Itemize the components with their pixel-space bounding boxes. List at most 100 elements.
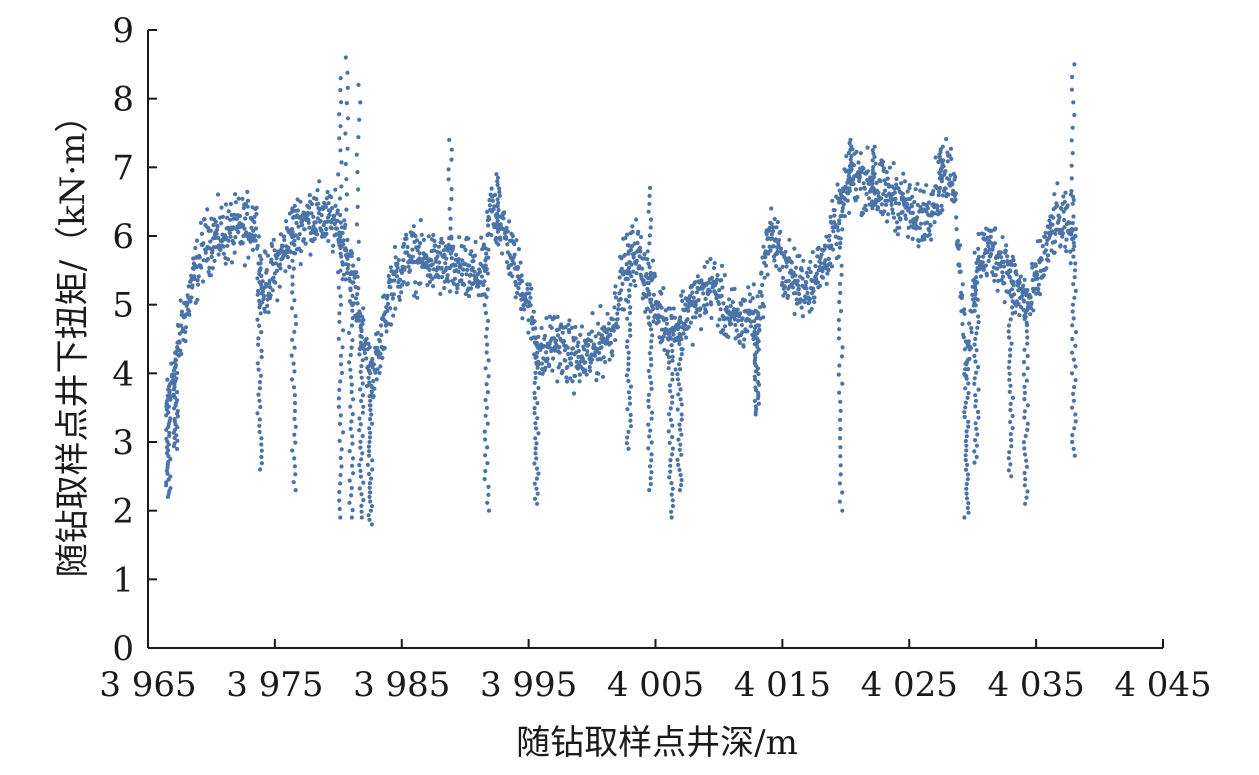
data-point [528,295,533,300]
data-point [436,244,441,249]
data-point [1009,444,1014,449]
data-point [290,448,295,453]
data-point [1000,270,1005,275]
data-point [426,234,431,239]
data-point [669,343,674,348]
data-point [539,361,545,366]
data-point [844,154,849,159]
data-point [1072,385,1077,390]
data-point [565,345,570,350]
data-point [555,379,560,384]
data-point [827,233,832,238]
data-point [533,446,538,451]
data-point [680,289,686,294]
data-point [940,193,946,198]
data-point [230,225,236,230]
data-point [502,210,507,215]
data-point [485,342,490,347]
data-point [647,434,652,439]
data-point [840,227,845,232]
data-point [535,501,540,506]
x-tick-label: 3 975 [226,665,323,705]
data-point [370,458,375,463]
data-point [447,137,452,142]
data-point [645,280,650,286]
data-point [397,297,402,302]
data-point [315,216,320,221]
data-point [1070,439,1075,445]
data-point [670,446,676,451]
data-point [418,241,423,246]
data-point [486,492,491,497]
data-point [215,224,220,229]
data-point [345,270,350,275]
data-point [668,406,673,411]
data-point [528,303,533,308]
data-point [647,201,652,206]
data-point [482,429,487,434]
data-point [676,392,681,397]
data-point [213,219,218,224]
data-point [349,419,354,424]
data-point [893,228,898,233]
data-point [965,472,971,477]
data-point [241,223,246,228]
data-point [337,387,342,392]
data-point [201,241,206,246]
data-point [338,294,343,299]
data-point [533,436,538,441]
data-point [1010,426,1015,431]
data-point [752,342,757,347]
data-point [534,360,539,365]
data-point [167,388,172,393]
data-point [165,471,170,476]
data-point [679,293,684,298]
data-point [619,266,624,271]
x-tick-label: 3 995 [480,665,577,705]
data-point [307,193,312,198]
data-point [976,246,981,251]
data-point [164,483,169,488]
data-point [972,280,977,285]
data-point [659,305,664,310]
data-point [375,330,380,335]
data-point [626,429,631,434]
data-point [939,203,944,208]
data-point [619,256,624,261]
data-point [670,452,675,457]
data-point [228,217,233,222]
data-point [324,196,329,201]
data-point [966,419,971,424]
data-point [679,452,684,457]
data-point [175,390,180,395]
data-point [484,350,489,355]
data-point [172,435,177,441]
data-point [355,274,360,279]
data-point [1021,372,1026,377]
data-point [336,336,341,341]
data-point [610,349,615,354]
data-point [1072,268,1078,273]
data-point [274,268,280,273]
data-point [401,242,407,247]
data-point [486,484,491,489]
data-point [202,217,207,222]
data-point [448,216,453,221]
data-point [513,279,518,285]
data-point [935,204,940,209]
data-point [367,485,372,490]
data-point [359,364,364,369]
data-point [484,382,489,387]
data-point [292,345,297,350]
data-point [463,247,468,252]
data-point [1070,323,1075,328]
data-point [447,265,452,270]
data-point [1043,234,1048,239]
data-point [824,281,829,286]
data-point [604,330,609,335]
data-point [533,370,538,375]
data-point [1026,304,1031,309]
data-point [1017,313,1022,318]
data-point [357,117,362,122]
data-point [617,275,622,280]
